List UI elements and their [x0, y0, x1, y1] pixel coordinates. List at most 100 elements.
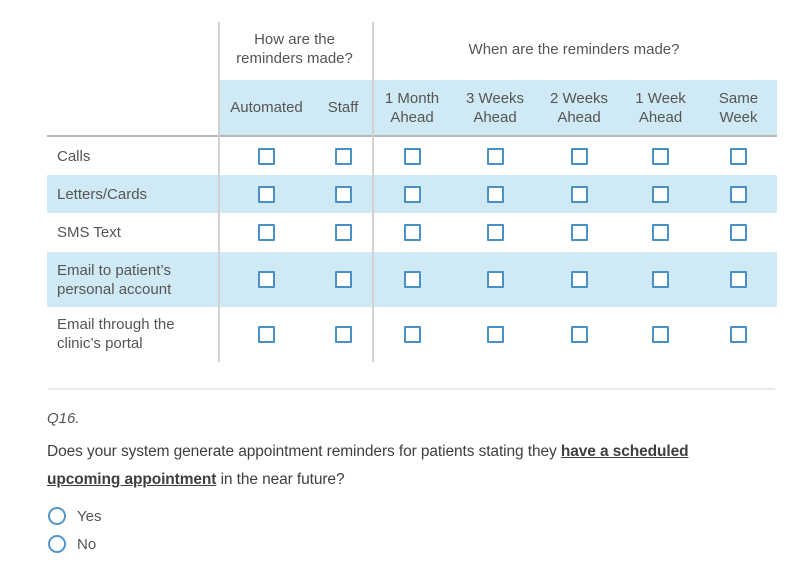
checkbox-sms-text-automated[interactable]: [258, 224, 275, 241]
column-header-staff: Staff: [315, 80, 371, 137]
checkbox-sms-text-same-week[interactable]: [730, 224, 747, 241]
checkbox-sms-text-staff[interactable]: [334, 224, 352, 241]
checkbox-sms-text-2-weeks-ahead[interactable]: [570, 224, 588, 241]
option-yes-label: Yes: [77, 507, 102, 525]
checkbox-letters-cards-3-weeks-ahead[interactable]: [486, 185, 504, 203]
group-header-how: How are the reminders made?: [236, 31, 353, 67]
cell-email-personal-same-week: [700, 252, 777, 307]
radio-no-icon[interactable]: [48, 535, 66, 553]
cell-letters-same-week: [700, 175, 777, 213]
checkbox-calls-1-month-ahead[interactable]: [403, 147, 421, 165]
checkbox-email-portal-2-weeks-ahead[interactable]: [570, 325, 588, 343]
cell-calls-staff: [315, 137, 371, 175]
column-header-blank: [47, 80, 218, 137]
section-divider: [48, 388, 775, 390]
checkbox-letters-cards-1-week-ahead[interactable]: [652, 185, 669, 203]
checkbox-email-personal-staff[interactable]: [334, 271, 352, 288]
checkbox-calls-staff[interactable]: [334, 147, 352, 165]
checkbox-calls-automated[interactable]: [258, 147, 275, 165]
cell-sms-staff: [315, 213, 371, 252]
question-text-after: in the near future?: [216, 471, 345, 488]
checkbox-email-portal-3-weeks-ahead[interactable]: [486, 325, 504, 343]
checkbox-email-personal-1-month-ahead[interactable]: [403, 271, 421, 288]
cell-email-personal-3-weeks: [453, 252, 537, 307]
row-label-sms-text: SMS Text: [57, 224, 121, 241]
column-header-3-weeks-ahead: 3 Weeks Ahead: [453, 80, 537, 137]
column-header-automated: Automated: [218, 80, 315, 137]
checkbox-letters-cards-automated[interactable]: [258, 185, 275, 203]
cell-sms-2-weeks: [537, 213, 621, 252]
matrix-corner-blank: [47, 18, 218, 80]
option-yes[interactable]: Yes: [48, 507, 101, 525]
checkbox-letters-cards-2-weeks-ahead[interactable]: [570, 185, 588, 203]
checkbox-letters-cards-staff[interactable]: [334, 185, 352, 203]
cell-email-personal-staff: [315, 252, 371, 307]
cell-letters-staff: [315, 175, 371, 213]
column-divider-line-1: [218, 22, 220, 362]
cell-calls-1-week: [621, 137, 700, 175]
q16-answer-options: Yes No: [48, 507, 101, 563]
question-number: Q16.: [47, 410, 80, 427]
cell-email-portal-3-weeks: [453, 307, 537, 361]
checkbox-calls-same-week[interactable]: [730, 147, 747, 165]
column-header-2-weeks-ahead: 2 Weeks Ahead: [537, 80, 621, 137]
radio-yes-icon[interactable]: [48, 507, 66, 525]
column-header-1-month-ahead: 1 Month Ahead: [371, 80, 453, 137]
checkbox-email-personal-3-weeks-ahead[interactable]: [486, 271, 504, 288]
checkbox-sms-text-3-weeks-ahead[interactable]: [486, 224, 504, 241]
cell-letters-1-month: [371, 175, 453, 213]
column-divider-line-2: [372, 22, 374, 362]
cell-calls-3-weeks: [453, 137, 537, 175]
cell-email-portal-same-week: [700, 307, 777, 361]
cell-calls-1-month: [371, 137, 453, 175]
checkbox-calls-2-weeks-ahead[interactable]: [570, 147, 588, 165]
checkbox-email-personal-2-weeks-ahead[interactable]: [570, 271, 588, 288]
cell-email-portal-1-month: [371, 307, 453, 361]
cell-email-personal-1-week: [621, 252, 700, 307]
reminder-matrix-table: How are the reminders made? When are the…: [47, 18, 777, 362]
option-no-label: No: [77, 535, 97, 553]
column-header-1-week-ahead: 1 Week Ahead: [621, 80, 700, 137]
checkbox-email-portal-staff[interactable]: [334, 325, 352, 343]
checkbox-sms-text-1-week-ahead[interactable]: [652, 224, 669, 241]
checkbox-email-personal-same-week[interactable]: [730, 271, 747, 288]
question-q16: Q16. Does your system generate appointme…: [47, 410, 747, 494]
cell-calls-automated: [218, 137, 315, 175]
cell-sms-automated: [218, 213, 315, 252]
checkbox-email-portal-1-week-ahead[interactable]: [652, 325, 669, 343]
cell-email-portal-1-week: [621, 307, 700, 361]
cell-email-portal-automated: [218, 307, 315, 361]
cell-calls-2-weeks: [537, 137, 621, 175]
checkbox-email-portal-automated[interactable]: [258, 325, 275, 343]
cell-email-personal-1-month: [371, 252, 453, 307]
row-label-email-portal: Email through the clinic’s portal: [57, 316, 175, 352]
row-label-calls: Calls: [57, 147, 91, 165]
question-text-before: Does your system generate appointment re…: [47, 443, 561, 460]
checkbox-email-personal-automated[interactable]: [258, 271, 275, 288]
cell-email-portal-staff: [315, 307, 371, 361]
checkbox-email-portal-1-month-ahead[interactable]: [403, 325, 421, 343]
cell-sms-same-week: [700, 213, 777, 252]
checkbox-email-portal-same-week[interactable]: [730, 325, 747, 343]
cell-email-personal-automated: [218, 252, 315, 307]
question-text: Does your system generate appointment re…: [47, 438, 747, 494]
cell-sms-1-month: [371, 213, 453, 252]
column-header-same-week: Same Week: [700, 80, 777, 137]
option-no[interactable]: No: [48, 535, 101, 553]
checkbox-email-personal-1-week-ahead[interactable]: [652, 271, 669, 288]
cell-sms-1-week: [621, 213, 700, 252]
question-text-emphasized: have a scheduled upcoming appointment: [47, 443, 689, 488]
cell-letters-1-week: [621, 175, 700, 213]
checkbox-calls-1-week-ahead[interactable]: [652, 147, 669, 165]
cell-sms-3-weeks: [453, 213, 537, 252]
cell-letters-automated: [218, 175, 315, 213]
checkbox-letters-cards-same-week[interactable]: [730, 185, 747, 203]
cell-calls-same-week: [700, 137, 777, 175]
group-header-when: When are the reminders made?: [468, 40, 680, 58]
checkbox-calls-3-weeks-ahead[interactable]: [486, 147, 504, 165]
checkbox-sms-text-1-month-ahead[interactable]: [403, 224, 421, 241]
cell-email-portal-2-weeks: [537, 307, 621, 361]
checkbox-letters-cards-1-month-ahead[interactable]: [403, 185, 421, 203]
cell-letters-2-weeks: [537, 175, 621, 213]
